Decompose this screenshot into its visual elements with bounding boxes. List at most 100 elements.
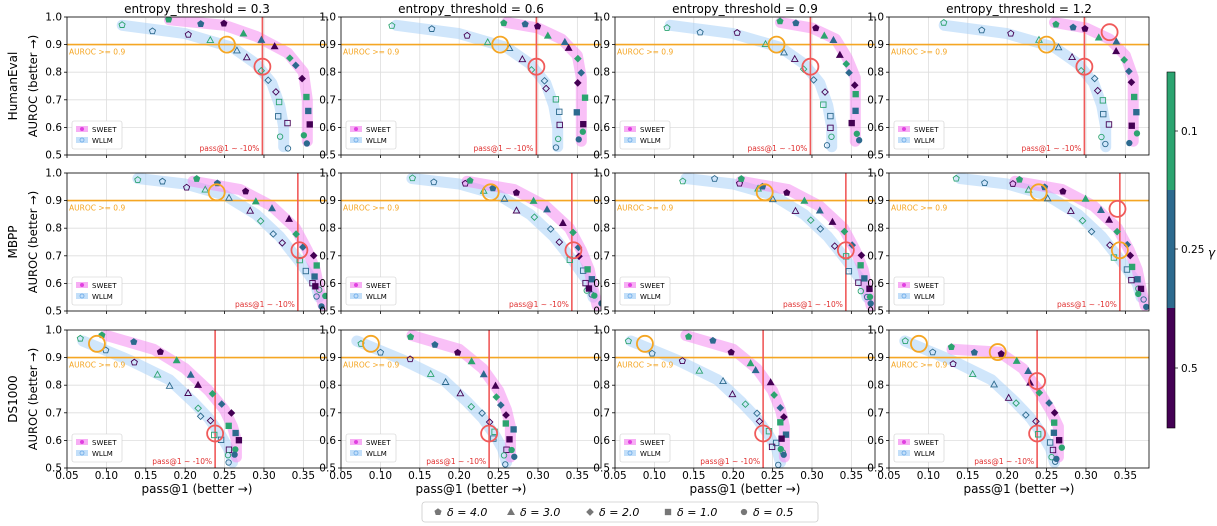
sweet-legend-marker: [354, 127, 358, 131]
y-tick-label: 0.7: [45, 407, 62, 419]
pass1-line-label: pass@1 ~ -10%: [748, 144, 808, 153]
sweet-marker: [1134, 276, 1141, 283]
y-tick-label: 0.9: [319, 352, 336, 364]
y-tick-label: 0.7: [319, 407, 336, 419]
sweet-marker: [303, 93, 310, 101]
wllm-marker: [857, 287, 864, 295]
wllm-marker: [194, 404, 202, 413]
wllm-legend-swatch: [898, 137, 910, 143]
sweet-marker: [492, 393, 501, 401]
y-tick-label: 0.9: [319, 39, 336, 51]
wllm-legend-label: WLLM: [366, 137, 387, 145]
y-axis-label: AUROC (better →): [26, 35, 40, 137]
colorbar-tick-label: 0.25: [1181, 244, 1204, 256]
sweet-marker: [1035, 388, 1044, 397]
wllm-marker: [855, 279, 862, 286]
sweet-marker: [286, 54, 294, 63]
auroc-threshold-label: AUROC >= 0.9: [69, 361, 125, 370]
wllm-legend-marker: [353, 450, 359, 456]
sweet-marker: [866, 285, 873, 292]
wllm-legend-marker: [627, 137, 633, 143]
y-tick-label: 0.7: [867, 94, 884, 106]
delta-marker-legend: δ = 4.0 δ = 3.0 δ = 2.0 δ = 1.0 δ = 0.5: [421, 501, 819, 523]
axes-frame: [614, 329, 876, 469]
wllm-marker: [246, 206, 255, 214]
y-tick-label: 0.7: [45, 250, 62, 262]
wllm-marker: [1087, 227, 1096, 236]
y-tick-label: 0.5: [45, 306, 62, 318]
wllm-marker: [456, 389, 465, 397]
colorbar-segment: [1167, 308, 1175, 428]
highlight-circle: [1028, 372, 1047, 390]
wllm-marker: [901, 337, 909, 344]
y-tick-label: 0.9: [867, 39, 884, 51]
wllm-marker: [275, 113, 282, 120]
sweet-marker: [746, 359, 755, 367]
wllm-marker: [406, 355, 414, 363]
wllm-marker: [754, 184, 763, 192]
x-tick-label: 0.20: [995, 470, 1018, 482]
sweet-marker: [947, 343, 955, 351]
wllm-marker: [1032, 417, 1040, 426]
wllm-legend-label: WLLM: [640, 137, 661, 145]
y-tick-label: 0.8: [867, 223, 884, 235]
x-tick-label: 0.30: [1074, 470, 1097, 482]
auroc-threshold-label: AUROC >= 0.9: [343, 48, 399, 57]
wllm-marker: [232, 46, 241, 54]
pass1-line-label: pass@1 ~ -10%: [700, 457, 760, 466]
y-tick-label: 0.9: [593, 195, 610, 207]
axes-frame: [888, 172, 1150, 312]
wllm-marker: [555, 135, 562, 143]
sweet-marker: [783, 189, 791, 196]
sweet-marker: [848, 119, 855, 127]
delta-legend-label: δ = 3.0: [520, 506, 560, 519]
wllm-marker: [302, 267, 310, 275]
wllm-marker: [196, 412, 205, 421]
y-tick-label: 0.7: [593, 407, 610, 419]
highlight-circle: [767, 35, 786, 54]
wllm-marker: [820, 101, 827, 108]
highlight-circle: [910, 334, 928, 353]
sweet-marker: [1045, 399, 1053, 407]
highlight-circle: [253, 57, 272, 76]
plot-content: AUROC >= 0.9 pass@1 ~ -10%: [341, 330, 601, 468]
sweet-marker: [685, 332, 693, 340]
sweet-marker: [407, 333, 415, 340]
sweet-marker: [776, 403, 785, 412]
sweet-marker: [569, 228, 577, 237]
auroc-threshold-label: AUROC >= 0.9: [617, 361, 673, 370]
wllm-marker: [780, 48, 788, 56]
panel-HumanEval-3: 0.5 0.6 0.7 0.8 0.9 1.0 AUROC >= 0.9 pass@1 ~ -…: [867, 2, 1150, 162]
wllm-marker: [711, 175, 719, 182]
axes-frame: [888, 329, 1150, 469]
wllm-marker: [225, 459, 232, 466]
y-tick-label: 0.8: [319, 380, 336, 392]
wllm-marker: [552, 144, 560, 151]
y-tick-label: 1.0: [45, 12, 62, 24]
wllm-marker: [1043, 194, 1052, 202]
wllm-legend-marker: [901, 450, 907, 456]
sweet-marker: [231, 451, 238, 458]
sweet-marker: [737, 175, 745, 182]
x-tick-label: 0.25: [213, 470, 236, 482]
y-tick-label: 1.0: [593, 168, 610, 180]
y-tick-label: 0.7: [593, 250, 610, 262]
wllm-marker: [518, 55, 527, 63]
sweet-marker: [496, 401, 505, 409]
sweet-marker: [232, 446, 239, 453]
wllm-marker: [546, 225, 555, 233]
x-tick-label: 0.35: [1114, 470, 1137, 482]
wllm-marker: [809, 76, 818, 84]
wllm-marker: [284, 145, 292, 152]
sweet-marker: [1052, 20, 1060, 28]
sweet-marker: [193, 175, 201, 182]
y-tick-label: 0.8: [45, 380, 62, 392]
colorbar-label: γ: [1208, 246, 1216, 260]
wllm-marker: [184, 30, 192, 38]
wllm-legend-marker: [901, 137, 907, 143]
y-tick-label: 1.0: [319, 12, 336, 24]
panel-DS1000-2: 0.05 0.10 0.15 0.20 0.25 0.30 0.35 0.5 0.6 0.7 0.8…: [593, 325, 876, 496]
sweet-marker: [573, 79, 582, 87]
sweet-marker: [1133, 130, 1141, 137]
y-tick-label: 0.6: [45, 435, 62, 447]
